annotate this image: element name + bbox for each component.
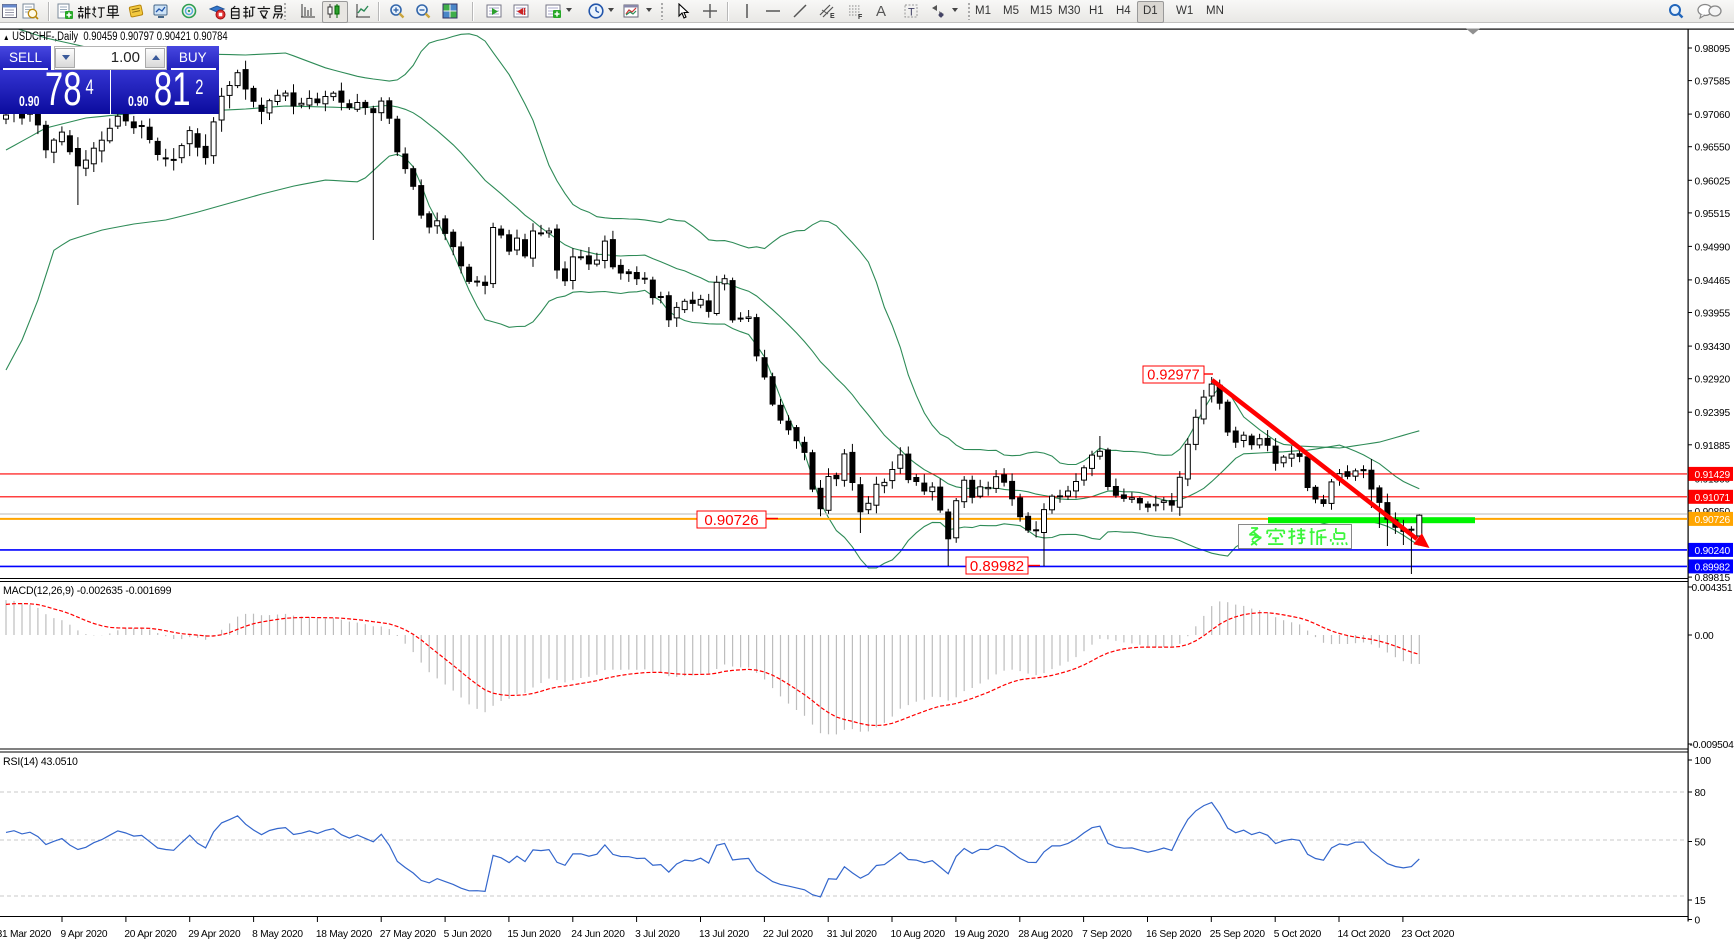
svg-text:28 Aug 2020: 28 Aug 2020	[1018, 929, 1073, 940]
svg-text:27 May 2020: 27 May 2020	[380, 929, 437, 940]
svg-text:0.98095: 0.98095	[1695, 44, 1731, 55]
svg-text:0.96025: 0.96025	[1695, 176, 1731, 187]
svg-text:0.95515: 0.95515	[1695, 209, 1731, 220]
svg-text:100: 100	[1695, 756, 1712, 767]
svg-text:31 Mar 2020: 31 Mar 2020	[0, 929, 52, 940]
svg-text:18 May 2020: 18 May 2020	[316, 929, 373, 940]
svg-text:0.90726: 0.90726	[1695, 515, 1731, 526]
svg-text:24 Jun 2020: 24 Jun 2020	[571, 929, 625, 940]
svg-text:0.94990: 0.94990	[1695, 242, 1731, 253]
svg-text:5 Jun 2020: 5 Jun 2020	[444, 929, 492, 940]
svg-text:15: 15	[1695, 896, 1706, 907]
svg-text:16 Sep 2020: 16 Sep 2020	[1146, 929, 1202, 940]
svg-text:T: T	[908, 7, 915, 19]
svg-text:29 Apr 2020: 29 Apr 2020	[188, 929, 241, 940]
svg-text:0.97060: 0.97060	[1695, 110, 1731, 121]
svg-text:0.90240: 0.90240	[1695, 546, 1731, 557]
svg-text:13 Jul 2020: 13 Jul 2020	[699, 929, 750, 940]
svg-text:0.94465: 0.94465	[1695, 276, 1731, 287]
svg-text:80: 80	[1695, 788, 1706, 799]
svg-text:0.93955: 0.93955	[1695, 309, 1731, 320]
svg-text:0.91071: 0.91071	[1695, 493, 1731, 504]
svg-text:14 Oct 2020: 14 Oct 2020	[1338, 929, 1391, 940]
svg-text:9 Apr 2020: 9 Apr 2020	[61, 929, 108, 940]
svg-text:10 Aug 2020: 10 Aug 2020	[891, 929, 946, 940]
svg-text:3 Jul 2020: 3 Jul 2020	[635, 929, 680, 940]
svg-text:31 Jul 2020: 31 Jul 2020	[827, 929, 878, 940]
svg-text:0.004351: 0.004351	[1692, 583, 1733, 594]
svg-text:22 Jul 2020: 22 Jul 2020	[763, 929, 814, 940]
svg-text:8 May 2020: 8 May 2020	[252, 929, 303, 940]
svg-text:0.90726: 0.90726	[704, 512, 758, 529]
svg-text:50: 50	[1695, 838, 1706, 849]
svg-text:7 Sep 2020: 7 Sep 2020	[1082, 929, 1132, 940]
svg-text:-0.009504: -0.009504	[1690, 740, 1734, 751]
svg-text:23 Oct 2020: 23 Oct 2020	[1401, 929, 1454, 940]
svg-text:0.93430: 0.93430	[1695, 342, 1731, 353]
svg-text:0.91885: 0.91885	[1695, 441, 1731, 452]
svg-text:MACD(12,26,9) -0.002635 -0.001: MACD(12,26,9) -0.002635 -0.001699	[3, 585, 172, 597]
svg-text:0.89982: 0.89982	[1695, 562, 1731, 573]
svg-text:15 Jun 2020: 15 Jun 2020	[507, 929, 561, 940]
svg-text:19 Aug 2020: 19 Aug 2020	[954, 929, 1009, 940]
svg-text:20 Apr 2020: 20 Apr 2020	[124, 929, 177, 940]
svg-text:E: E	[830, 13, 835, 20]
svg-text:RSI(14) 43.0510: RSI(14) 43.0510	[3, 756, 78, 768]
svg-text:0.89815: 0.89815	[1695, 573, 1731, 584]
svg-text:0.92395: 0.92395	[1695, 408, 1731, 419]
svg-text:0: 0	[1695, 916, 1701, 927]
svg-text:5 Oct 2020: 5 Oct 2020	[1274, 929, 1322, 940]
svg-text:25 Sep 2020: 25 Sep 2020	[1210, 929, 1266, 940]
svg-text:F: F	[858, 14, 863, 20]
svg-text:0.00: 0.00	[1695, 631, 1715, 642]
svg-text:0.92920: 0.92920	[1695, 375, 1731, 386]
svg-text:0.91429: 0.91429	[1695, 470, 1731, 481]
svg-text:0.97585: 0.97585	[1695, 77, 1731, 88]
svg-text:0.89982: 0.89982	[970, 558, 1024, 575]
svg-text:0.96550: 0.96550	[1695, 143, 1731, 154]
svg-text:0.92977: 0.92977	[1147, 368, 1199, 384]
